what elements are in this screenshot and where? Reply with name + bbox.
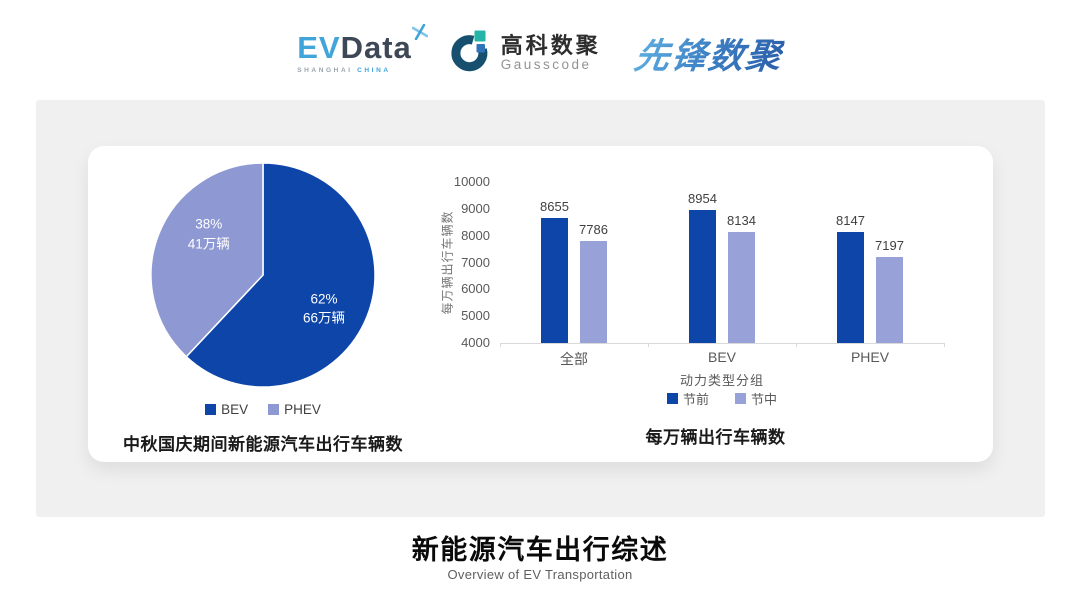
sparkle-icon xyxy=(411,23,429,44)
legend-swatch-icon xyxy=(268,404,280,415)
page-title: 新能源汽车出行综述 xyxy=(411,535,669,565)
bar-legend-item-节中: 节中 xyxy=(735,389,777,408)
legend-swatch-icon xyxy=(735,393,746,404)
bar-value-BEV-节中: 8134 xyxy=(727,213,756,229)
bar-legend-item-节前: 节前 xyxy=(666,389,709,408)
y-tick-9000: 9000 xyxy=(461,200,490,216)
pie-chart-title: 中秋国庆期间新能源汽车出行车辆数 xyxy=(123,435,403,454)
bev-percent: 62% xyxy=(310,291,338,307)
bar-value-全部-节前: 8655 xyxy=(540,199,569,215)
evdata-logo: EV Data SHANGHAI CHINA xyxy=(297,23,429,74)
bar-value-PHEV-节中: 7197 xyxy=(875,238,904,254)
bar-PHEV-节前 xyxy=(837,231,864,343)
pie-label-bev: 62% 66万辆 xyxy=(303,289,345,328)
gausscode-logo: 高科数聚 Gausscode xyxy=(446,28,601,79)
legend-label: BEV xyxy=(221,402,249,417)
gausscode-en-name: Gausscode xyxy=(500,56,592,72)
y-tick-8000: 8000 xyxy=(461,227,490,243)
content-panel: 38% 41万辆 62% 66万辆 BEV PHEV 中秋国庆期间新能源汽车出行车… xyxy=(36,100,1045,517)
header-logos: EV Data SHANGHAI CHINA xyxy=(0,20,1080,86)
legend-label: 节中 xyxy=(751,392,778,407)
pioneer-logo: 先锋数聚 xyxy=(631,28,786,79)
phev-amount: 41万辆 xyxy=(187,236,230,252)
legend-swatch-icon xyxy=(205,404,217,415)
legend-label: 节前 xyxy=(682,392,709,407)
bev-amount: 66万辆 xyxy=(303,310,346,326)
bar-BEV-节中 xyxy=(728,232,755,343)
bar-PHEV-节中 xyxy=(876,257,903,343)
bar-x-axis-label: 动力类型分组 xyxy=(679,373,764,388)
pie-slice-phev xyxy=(150,162,264,358)
page-subtitle: Overview of EV Transportation xyxy=(447,567,633,582)
pie-slice-bev xyxy=(185,162,376,388)
bar-全部-节前 xyxy=(541,218,568,343)
x-axis-tick xyxy=(944,343,945,347)
y-tick-10000: 10000 xyxy=(453,174,490,189)
evdata-ev-text: EV xyxy=(297,30,341,65)
gausscode-cn-name: 高科数聚 xyxy=(500,32,601,58)
x-axis-tick xyxy=(796,343,797,347)
bar-plot-area: 8655 7786 8954 8134 8147 7197 xyxy=(500,182,945,347)
x-category-全部: 全部 xyxy=(560,351,588,367)
bar-value-PHEV-节前: 8147 xyxy=(836,212,865,228)
y-tick-7000: 7000 xyxy=(461,254,490,270)
gausscode-text: 高科数聚 Gausscode xyxy=(501,34,601,72)
pie-label-phev: 38% 41万辆 xyxy=(188,215,230,254)
pie-legend-item-bev: BEV xyxy=(205,402,248,417)
pie-graphic xyxy=(150,162,376,388)
y-tick-5000: 5000 xyxy=(461,308,490,324)
evdata-data-text: Data xyxy=(340,30,412,65)
bar-value-BEV-节前: 8954 xyxy=(688,191,717,207)
phev-percent: 38% xyxy=(195,216,223,232)
bar-value-全部-节中: 7786 xyxy=(579,222,608,238)
pie-chart: 38% 41万辆 62% 66万辆 xyxy=(150,162,376,388)
evdata-sub-right: CHINA xyxy=(357,67,391,74)
legend-swatch-icon xyxy=(666,393,678,404)
evdata-subtitle: SHANGHAI CHINA xyxy=(297,67,390,74)
pie-legend-item-phev: PHEV xyxy=(268,402,321,417)
x-axis-tick xyxy=(648,343,649,347)
bar-BEV-节前 xyxy=(689,210,716,343)
charts-card: 38% 41万辆 62% 66万辆 BEV PHEV 中秋国庆期间新能源汽车出行车… xyxy=(88,146,993,462)
pie-chart-block: 38% 41万辆 62% 66万辆 BEV PHEV 中秋国庆期间新能源汽车出行车… xyxy=(88,156,438,455)
x-category-PHEV: PHEV xyxy=(850,349,890,365)
bar-chart-title: 每万辆出行车辆数 xyxy=(645,428,786,447)
pie-legend: BEV PHEV xyxy=(205,402,321,417)
x-category-BEV: BEV xyxy=(707,349,736,365)
x-axis-tick xyxy=(500,343,501,347)
gausscode-g-icon xyxy=(446,28,492,79)
bar-legend: 节前 节中 xyxy=(500,389,944,408)
legend-label: PHEV xyxy=(284,402,321,417)
evdata-wordmark: EV Data xyxy=(297,23,429,65)
y-tick-6000: 6000 xyxy=(461,281,490,297)
bar-chart-block: 每万辆出行车辆数 8655 7786 8954 8134 8147 7197 动力类型分组… xyxy=(438,146,993,462)
bar-全部-节中 xyxy=(580,241,607,343)
y-tick-4000: 4000 xyxy=(461,335,490,350)
evdata-sub-left: SHANGHAI xyxy=(297,67,353,74)
